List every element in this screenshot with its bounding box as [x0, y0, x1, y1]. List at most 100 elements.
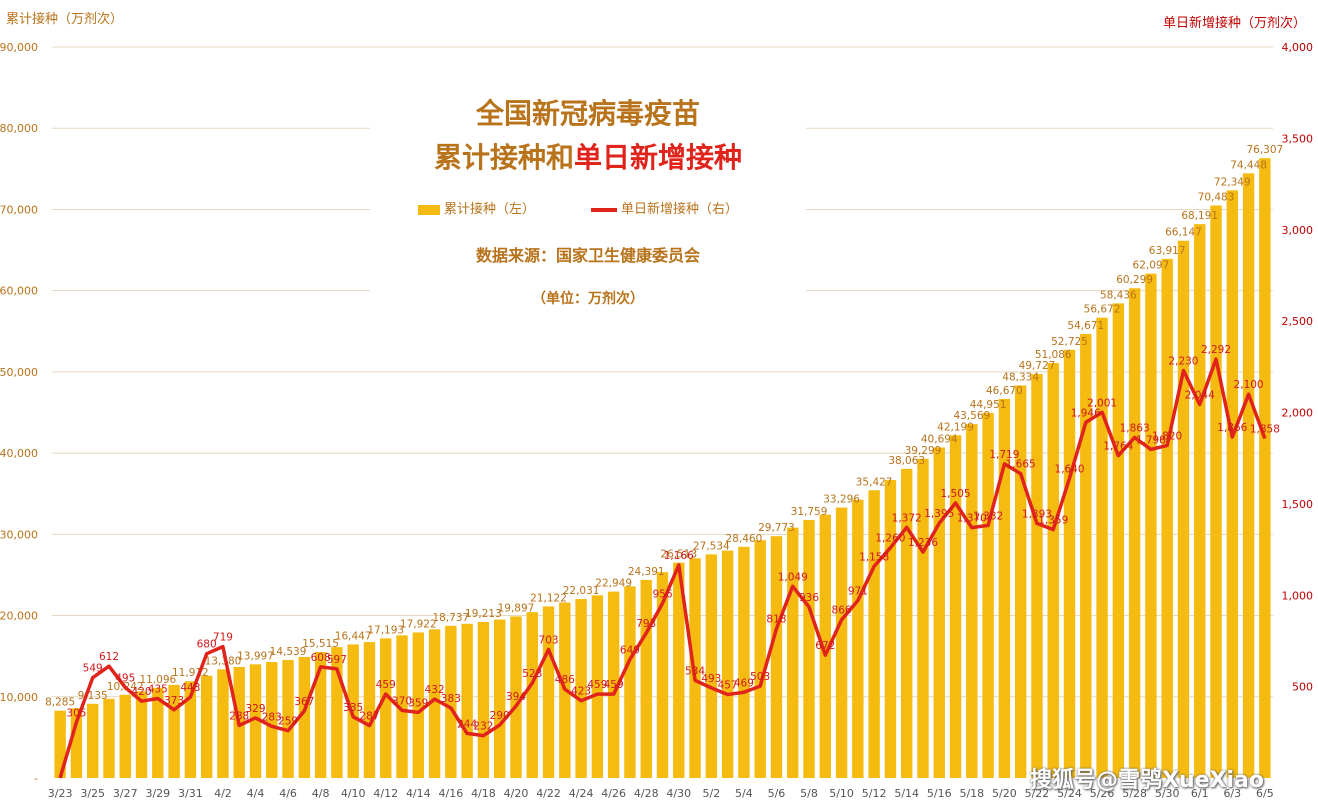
line-value-label: 680	[197, 639, 217, 651]
line-value-label: 459	[376, 679, 396, 691]
bar-value-label: 17,922	[400, 618, 437, 630]
title-part1: 累计接种和	[433, 141, 574, 174]
line-value-label: 288	[229, 710, 249, 722]
line-value-label: 2,292	[1201, 344, 1231, 356]
bar	[135, 691, 148, 778]
watermark: 搜狐号@雪鸮XueXiao	[1030, 768, 1265, 793]
line-value-label: 495	[115, 673, 135, 685]
bar	[412, 632, 424, 778]
bar-value-label: 17,193	[367, 624, 404, 636]
line-value-label: 523	[522, 668, 542, 680]
bar-value-label: 66,147	[1165, 227, 1202, 239]
x-tick-label: 5/12	[862, 787, 887, 800]
unit-note: （单位：万剂次）	[532, 291, 644, 307]
line-value-label: 1,236	[908, 537, 938, 549]
line-value-label: 703	[539, 635, 559, 647]
x-tick-label: 4/22	[536, 787, 561, 800]
cumulative-bars	[54, 158, 1271, 779]
bar-value-label: 19,897	[498, 602, 535, 614]
left-axis-ticks: - 10,000 20,000 30,000 40,000 50,000 60,000 70,…	[0, 41, 38, 785]
left-tick-label: 80,000	[0, 122, 38, 135]
bar	[705, 554, 718, 778]
bar-value-label: 43,569	[953, 410, 990, 422]
line-value-label: 394	[506, 691, 526, 703]
x-tick-label: 4/24	[569, 787, 594, 800]
line-value-label: 1,393	[1022, 508, 1052, 520]
bar-value-label: 52,725	[1051, 336, 1088, 348]
bar	[1161, 258, 1173, 778]
bar	[428, 629, 441, 778]
line-value-label: 2,100	[1234, 379, 1264, 391]
bar	[1226, 190, 1238, 778]
x-tick-label: 4/20	[504, 787, 529, 800]
line-value-label: 373	[164, 695, 184, 707]
bar	[819, 514, 831, 778]
bar	[966, 424, 978, 778]
x-tick-label: 5/22	[1025, 787, 1050, 800]
bar	[363, 642, 376, 778]
line-value-label: 956	[652, 588, 672, 600]
bar	[656, 572, 669, 778]
bar-value-label: 42,199	[937, 421, 974, 433]
right-axis-title: 单日新增接种（万剂次）	[1162, 16, 1306, 31]
bar	[184, 681, 197, 778]
line-value-label: 435	[148, 684, 168, 696]
bar	[266, 662, 278, 778]
left-tick-label: 50,000	[0, 366, 38, 379]
line-value-label: 534	[685, 665, 705, 677]
bar	[575, 599, 587, 778]
bar	[998, 398, 1011, 778]
daily-line	[58, 357, 1267, 779]
line-value-label: 1,719	[989, 449, 1019, 461]
bar-value-label: 11,912	[172, 667, 209, 679]
bar	[54, 710, 66, 778]
left-tick-label: 40,000	[0, 447, 38, 460]
bar	[1063, 349, 1076, 778]
bar	[803, 520, 815, 778]
x-tick-label: 6/5	[1256, 787, 1274, 800]
bar	[1145, 273, 1157, 778]
line-value-label: 290	[490, 710, 510, 722]
bar	[770, 536, 783, 778]
bar-value-label: 72,349	[1214, 176, 1251, 188]
line-value-label: 335	[343, 702, 363, 714]
line-value-label: 608	[311, 652, 331, 664]
bar-value-label: 35,427	[856, 476, 893, 488]
legend: 累计接种（左） 单日新增接种（右）	[418, 198, 778, 217]
line-value-label: 549	[83, 663, 103, 675]
bar-value-label: 54,671	[1067, 320, 1104, 332]
bar	[542, 606, 555, 778]
bar	[477, 621, 490, 778]
line-value-label: 2,230	[1168, 355, 1198, 367]
bar	[640, 579, 652, 778]
x-tick-label: 5/30	[1155, 787, 1180, 800]
bar	[282, 659, 294, 778]
line-value-label: 359	[408, 697, 428, 709]
right-tick-label: 3,500	[1282, 132, 1314, 145]
right-tick-label: 4,000	[1282, 41, 1314, 54]
line-value-label: 1,505	[941, 488, 971, 500]
bar-value-label: 68,191	[1181, 210, 1218, 222]
bar-value-label: 29,773	[758, 522, 795, 534]
x-tick-label: 6/3	[1223, 787, 1241, 800]
x-tick-label: 5/24	[1057, 787, 1082, 800]
bar-value-label: 44,951	[970, 399, 1007, 411]
bar-value-label: 49,727	[1019, 360, 1056, 372]
bar	[168, 684, 180, 778]
bar	[1112, 303, 1125, 778]
x-axis-ticks: 3/23 3/25 3/27 3/29 3/31 4/2 4/4 4/6 4/8 4/10 4/12…	[48, 787, 1274, 800]
bar	[982, 412, 994, 778]
x-tick-label: 5/18	[959, 787, 984, 800]
bar	[103, 698, 115, 778]
bar	[347, 644, 359, 778]
x-tick-label: 5/10	[829, 787, 854, 800]
bar	[396, 635, 408, 778]
line-value-label: 818	[766, 614, 786, 626]
bar	[298, 656, 311, 778]
bar-value-label: 33,296	[823, 494, 860, 506]
bar-value-label: 70,483	[1198, 192, 1235, 204]
left-tick-label: 90,000	[0, 41, 38, 54]
line-value-label: 503	[750, 671, 770, 683]
bar	[591, 595, 604, 778]
